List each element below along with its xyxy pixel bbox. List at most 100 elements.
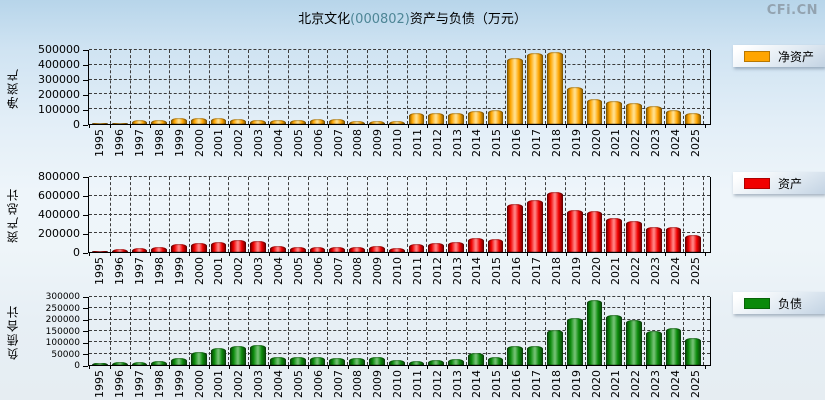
title-suffix: 资产与负债（万元） bbox=[409, 12, 527, 27]
y-tick-value: 100000 bbox=[38, 103, 80, 116]
bar bbox=[626, 102, 642, 124]
x-tick-mark bbox=[447, 125, 449, 128]
year-label-cell: 2006 bbox=[308, 253, 330, 291]
bar-cell bbox=[684, 177, 705, 252]
year-label: 1999 bbox=[172, 257, 186, 285]
year-label-cell: 2008 bbox=[348, 125, 369, 165]
x-tick-mark bbox=[308, 125, 310, 128]
x-tick-mark bbox=[447, 366, 449, 369]
x-tick-mark bbox=[467, 366, 469, 369]
bar-cell bbox=[566, 177, 586, 252]
y-tick-value: 300000 bbox=[38, 73, 80, 86]
bar bbox=[487, 239, 504, 252]
bar-cell bbox=[388, 297, 408, 365]
year-label: 2009 bbox=[371, 257, 385, 285]
bar-cell bbox=[170, 50, 190, 124]
y-tick-label: 600000 bbox=[38, 190, 88, 202]
bar bbox=[665, 109, 682, 124]
year-label-cell: 2016 bbox=[507, 125, 528, 165]
year-label-cell: 2024 bbox=[665, 253, 687, 291]
year-label: 2006 bbox=[311, 370, 325, 398]
x-tick-mark bbox=[209, 366, 211, 369]
year-label-cell: 1999 bbox=[169, 125, 191, 165]
y-tick-label: 300000 bbox=[38, 74, 88, 86]
year-label: 2021 bbox=[609, 257, 623, 285]
year-label: 2009 bbox=[371, 370, 385, 398]
gridline bbox=[89, 307, 710, 309]
bar-cell bbox=[249, 50, 270, 124]
year-label-cell: 1998 bbox=[150, 366, 171, 400]
year-label: 1995 bbox=[93, 129, 107, 157]
plot-area bbox=[88, 296, 711, 366]
bar-cell bbox=[506, 177, 527, 252]
year-label-cell: 1995 bbox=[89, 125, 111, 165]
bar-cell bbox=[229, 50, 250, 124]
bar-cell bbox=[111, 50, 131, 124]
y-axis-title: 资产总计 bbox=[5, 187, 20, 243]
bar bbox=[171, 117, 187, 124]
x-tick-mark bbox=[427, 125, 429, 128]
bar bbox=[467, 237, 484, 252]
x-tick-mark bbox=[586, 366, 588, 369]
year-label: 2021 bbox=[609, 129, 623, 157]
year-label-cell: 2011 bbox=[408, 366, 429, 400]
year-label: 2022 bbox=[629, 129, 643, 157]
year-label-cell: 2015 bbox=[487, 253, 508, 291]
year-label: 2009 bbox=[371, 129, 385, 157]
year-label: 1996 bbox=[113, 370, 127, 398]
x-tick-mark bbox=[625, 366, 627, 369]
bar-cell bbox=[190, 297, 210, 365]
bar bbox=[606, 101, 623, 124]
year-label: 2010 bbox=[391, 257, 405, 285]
bar bbox=[586, 299, 603, 365]
gridline bbox=[89, 49, 710, 50]
year-label: 2019 bbox=[569, 257, 583, 285]
year-label-cell: 2022 bbox=[626, 253, 647, 291]
bar-cell bbox=[91, 50, 111, 124]
year-label: 2024 bbox=[668, 129, 682, 157]
year-label: 1998 bbox=[152, 257, 166, 285]
y-tick-label: 250000 bbox=[46, 303, 88, 315]
y-tick-label: 0 bbox=[74, 360, 88, 372]
gridline bbox=[89, 296, 710, 297]
y-tick-mark bbox=[83, 64, 88, 66]
bar bbox=[92, 122, 108, 124]
y-axis-title: 净资产 bbox=[5, 66, 20, 109]
title-company: 北京文化 bbox=[298, 12, 351, 27]
legend-swatch bbox=[744, 50, 770, 62]
year-label-cell: 2000 bbox=[189, 125, 211, 165]
year-label-cell: 2012 bbox=[427, 253, 449, 291]
bar bbox=[566, 317, 583, 365]
year-label: 2018 bbox=[549, 129, 563, 157]
bar-cell bbox=[526, 177, 546, 252]
y-tick-mark bbox=[83, 331, 88, 332]
bar-cell bbox=[665, 50, 685, 124]
bar-cell bbox=[289, 177, 309, 252]
year-label: 2014 bbox=[470, 129, 484, 157]
year-label-cell: 2021 bbox=[606, 366, 627, 400]
year-label-cell: 2010 bbox=[388, 253, 409, 291]
year-label: 2025 bbox=[688, 129, 702, 157]
year-label: 2012 bbox=[430, 257, 444, 285]
bar-cell bbox=[665, 297, 685, 365]
bar-cell bbox=[645, 50, 665, 124]
bar bbox=[527, 53, 543, 124]
total-assets-chart: 资产总计 0 200000 400000 600000 800000 1995 1996 1… bbox=[0, 171, 825, 291]
net-assets-chart: 净资产 0 100000 200000 300000 400000 500000 1995… bbox=[0, 44, 825, 165]
year-label-cell: 2016 bbox=[507, 366, 528, 400]
y-tick-value: 400000 bbox=[38, 58, 80, 71]
bar-cell bbox=[388, 50, 408, 124]
y-tick-value: 500000 bbox=[38, 43, 80, 56]
bar-cell bbox=[427, 177, 448, 252]
year-label-cell: 1999 bbox=[169, 253, 191, 291]
x-tick-mark bbox=[367, 125, 369, 128]
year-label: 2007 bbox=[331, 370, 345, 398]
bar bbox=[527, 345, 543, 365]
bar-cell bbox=[348, 297, 368, 365]
x-tick-mark bbox=[387, 125, 389, 128]
gridline bbox=[89, 341, 710, 343]
legend: 负债 bbox=[733, 292, 825, 314]
y-tick-label: 300000 bbox=[46, 291, 88, 303]
bar bbox=[210, 117, 227, 124]
y-tick-label: 100000 bbox=[38, 104, 88, 116]
